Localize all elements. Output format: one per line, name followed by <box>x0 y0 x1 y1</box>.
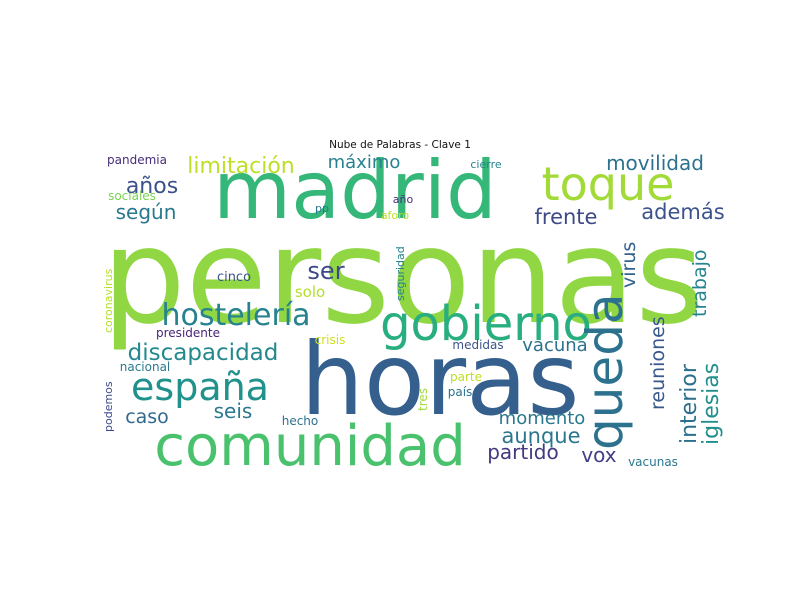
word-35: pp <box>315 202 329 215</box>
word-38: coronavirus <box>102 268 115 333</box>
word-28: vox <box>581 443 616 467</box>
word-44: podemos <box>102 381 115 432</box>
word-29: seis <box>214 399 253 423</box>
word-48: hecho <box>282 414 319 428</box>
word-42: medidas <box>452 338 503 352</box>
word-36: aforo <box>381 209 410 222</box>
word-23: solo <box>295 283 325 301</box>
word-33: sociales <box>108 189 156 203</box>
word-14: movilidad <box>606 151 704 175</box>
word-2: madrid <box>213 144 497 237</box>
word-16: además <box>641 200 724 224</box>
word-13: máximo <box>328 152 401 173</box>
word-31: pandemia <box>107 153 167 167</box>
word-6: queda <box>576 293 634 450</box>
word-8: hostelería <box>161 298 310 333</box>
word-43: nacional <box>120 360 171 374</box>
word-18: trabajo <box>689 249 711 317</box>
word-26: momento <box>499 408 586 429</box>
word-3: comunidad <box>154 414 466 479</box>
word-25: aunque <box>501 424 580 448</box>
word-12: según <box>116 200 177 224</box>
word-32: cierre <box>470 158 501 171</box>
word-49: vacunas <box>628 455 678 469</box>
word-24: vacuna <box>522 335 587 356</box>
word-39: cinco <box>217 270 251 285</box>
word-40: presidente <box>156 326 220 340</box>
word-10: limitación <box>187 154 295 179</box>
word-46: país <box>448 385 473 399</box>
word-11: años <box>126 174 178 199</box>
word-1: horas <box>300 321 579 438</box>
word-22: ser <box>307 257 344 285</box>
word-34: año <box>393 193 414 206</box>
word-19: iglesias <box>699 363 724 445</box>
word-17: virus <box>618 242 640 288</box>
word-30: caso <box>125 406 169 428</box>
word-0: personas <box>102 200 704 354</box>
word-37: seguridad <box>394 246 407 301</box>
word-41: crisis <box>315 333 346 347</box>
word-15: frente <box>535 205 598 229</box>
word-27: partido <box>487 440 559 464</box>
word-20: interior <box>677 363 702 444</box>
word-45: parte <box>450 370 482 384</box>
word-5: gobierno <box>380 296 592 352</box>
word-47: tres <box>416 388 430 411</box>
word-4: toque <box>542 157 675 211</box>
word-9: discapacidad <box>128 340 279 366</box>
chart-title: Nube de Palabras - Clave 1 <box>329 139 471 151</box>
word-21: reuniones <box>647 316 669 410</box>
word-7: españa <box>131 365 269 409</box>
